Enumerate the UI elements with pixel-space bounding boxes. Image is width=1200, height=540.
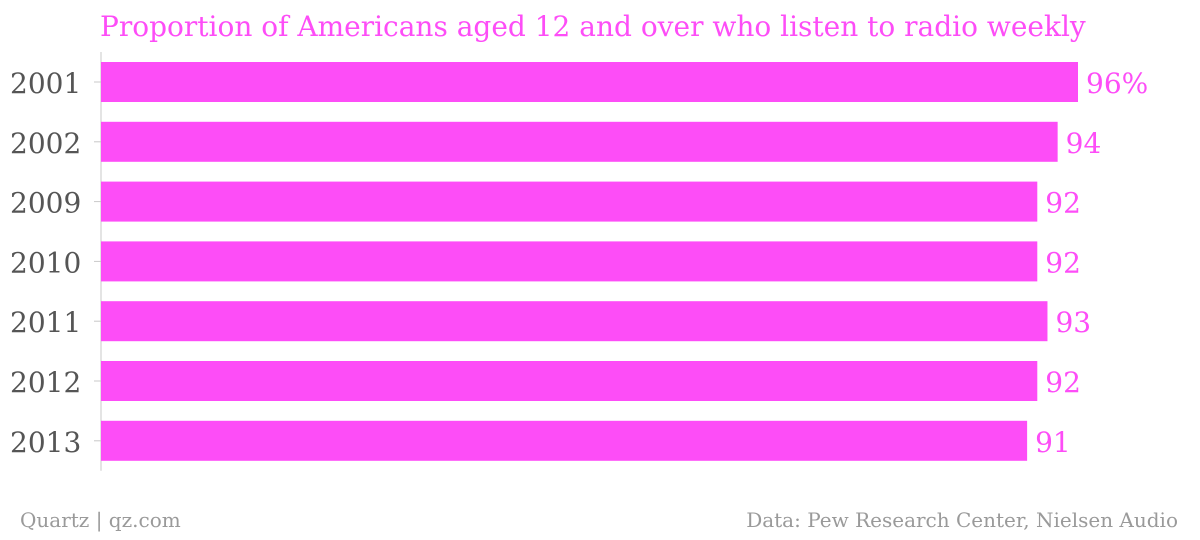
bar-2013 — [101, 420, 1028, 461]
plot-area: 2001 96% 2002 94 2009 92 2010 92 2011 93 2012 92 201… — [10, 52, 1148, 471]
bar-2009 — [101, 181, 1038, 222]
value-label: 94 — [1066, 127, 1102, 160]
footer-credit: Quartz | qz.com — [20, 508, 181, 532]
value-label: 92 — [1045, 366, 1081, 399]
value-label: 96% — [1086, 67, 1148, 100]
category-label: 2009 — [10, 187, 81, 220]
value-label: 92 — [1045, 246, 1081, 279]
category-label: 2010 — [10, 246, 81, 279]
category-label: 2012 — [10, 366, 81, 399]
value-label: 91 — [1035, 426, 1071, 459]
value-label: 92 — [1045, 187, 1081, 220]
bar-2010 — [101, 241, 1038, 282]
category-label: 2002 — [10, 127, 81, 160]
category-label: 2013 — [10, 426, 81, 459]
footer-source: Data: Pew Research Center, Nielsen Audio — [746, 508, 1178, 532]
category-label: 2001 — [10, 67, 81, 100]
chart-title: Proportion of Americans aged 12 and over… — [100, 10, 1086, 43]
bar-2011 — [101, 301, 1048, 342]
bar-2001 — [101, 62, 1078, 102]
category-label: 2011 — [10, 306, 81, 339]
bar-2002 — [101, 121, 1058, 162]
value-label: 93 — [1055, 306, 1091, 339]
bar-2012 — [101, 361, 1038, 401]
